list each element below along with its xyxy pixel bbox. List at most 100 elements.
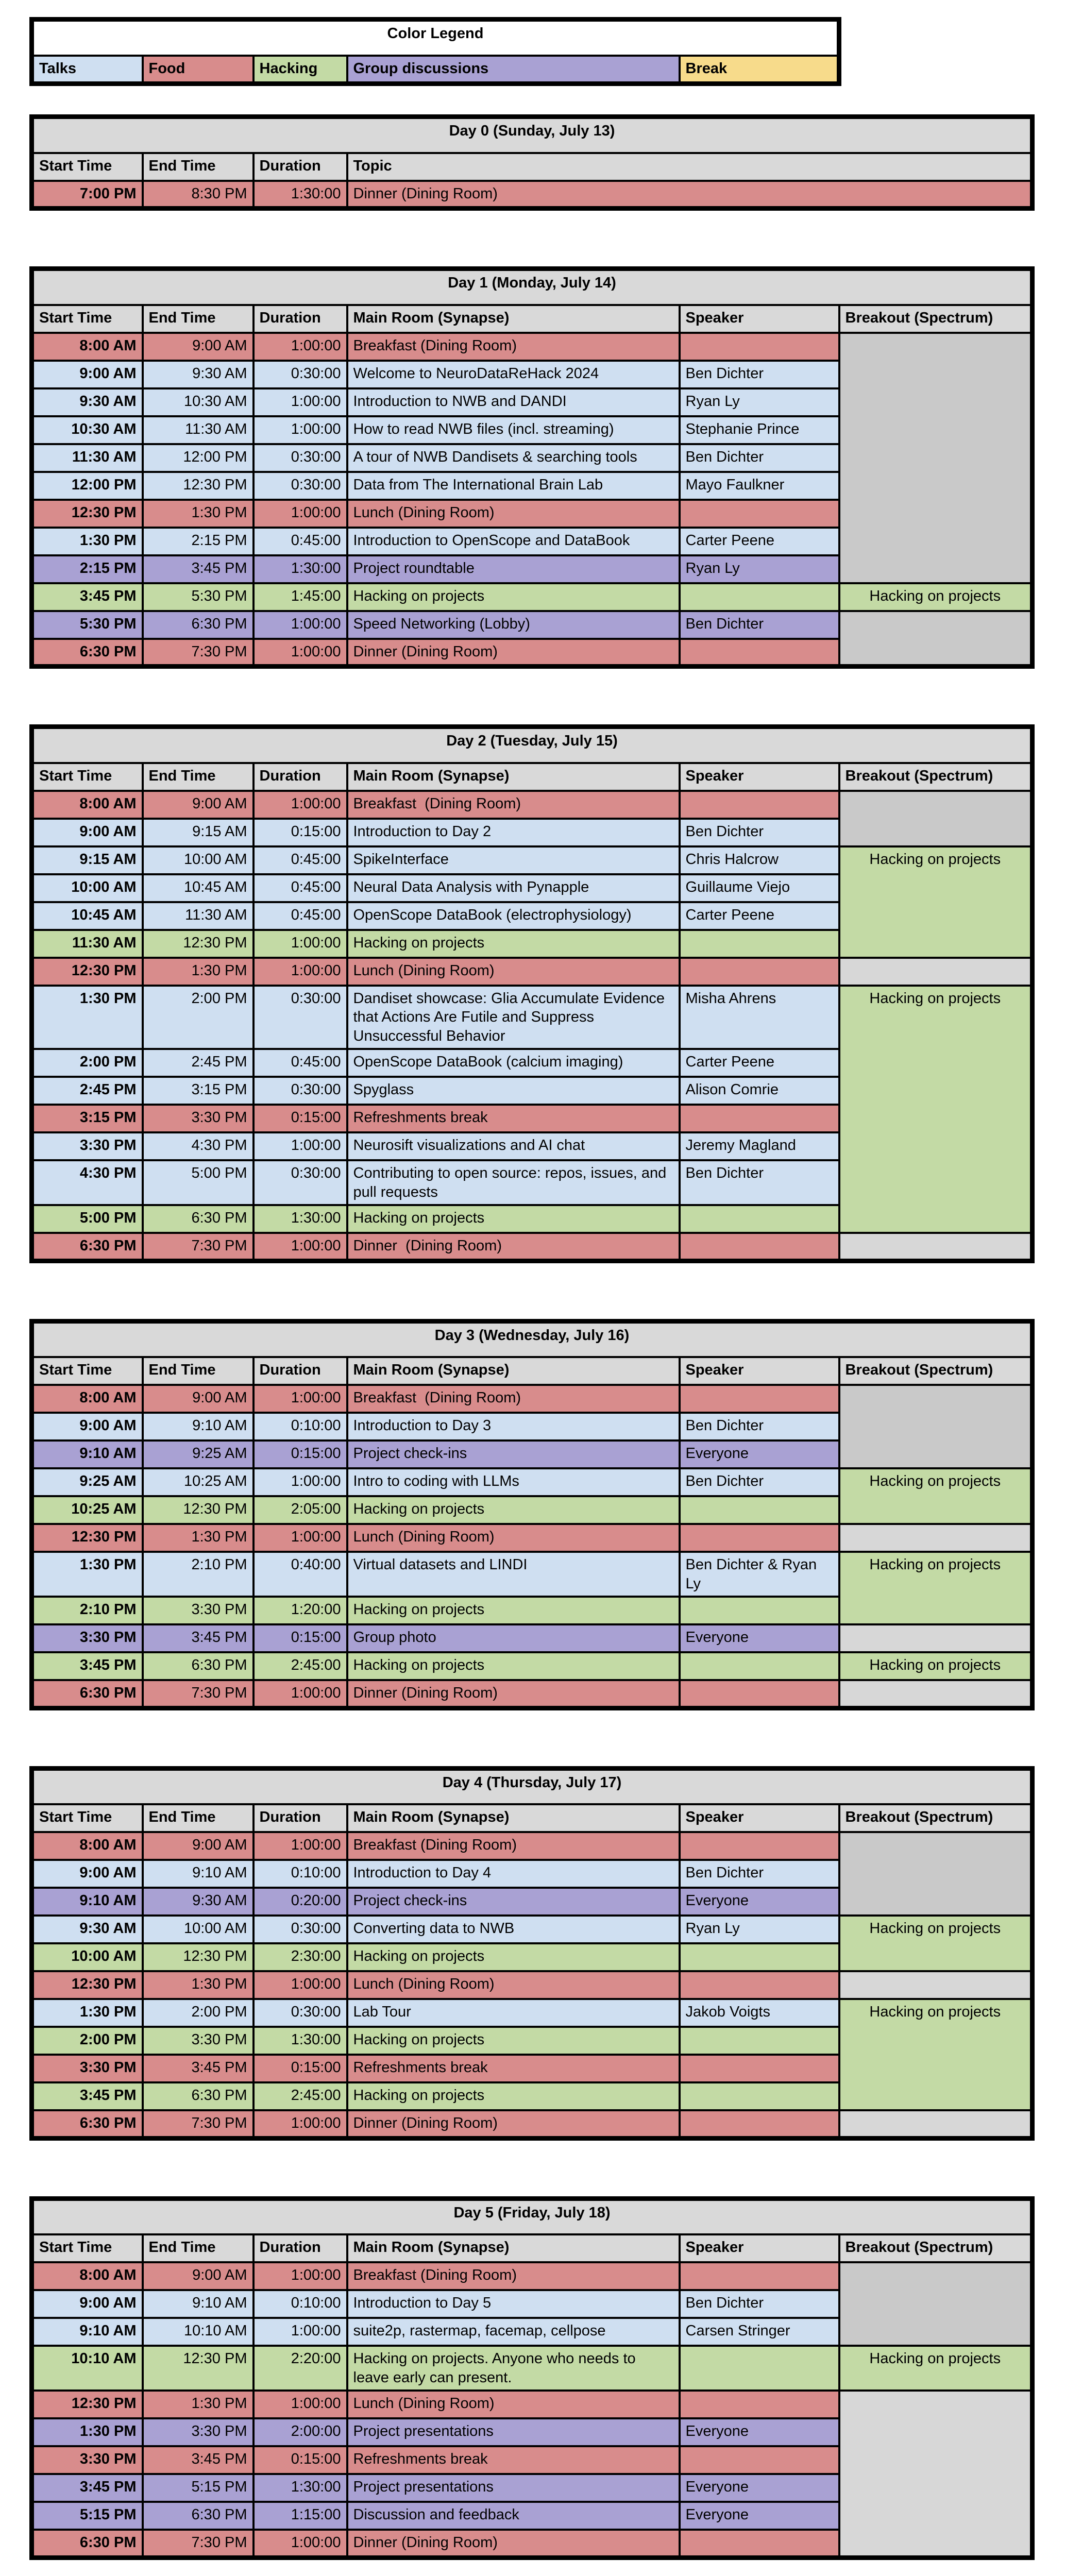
header-row: Start Time End Time Duration Main Room (Syn…: [30, 1356, 1034, 1386]
end-time-cell: 9:00 AM: [141, 789, 255, 820]
breakout-cell: [838, 2261, 1034, 2347]
schedule-row: 3:45 PM 5:15 PM 1:30:00 Project presentatio…: [30, 2473, 1033, 2503]
speaker-cell: Carter Peene: [678, 901, 840, 931]
day-table-2: Day 2 (Tuesday, July 15) Start Time End Ti…: [29, 724, 1035, 1263]
schedule-row: 8:00 AM 9:00 AM 1:00:00 Breakfast (Dining R…: [30, 789, 1034, 848]
start-time-cell: 8:00 AM: [30, 2261, 144, 2292]
day-title: Day 0 (Sunday, July 13): [30, 115, 1034, 154]
breakout-cell: [838, 1831, 1034, 1917]
column-header: Speaker: [678, 1356, 840, 1386]
schedule-row: 5:15 PM 6:30 PM 1:15:00 Discussion and feed…: [30, 2501, 1033, 2531]
start-time-cell: 3:45 PM: [30, 2473, 144, 2503]
topic-cell: Speed Networking (Lobby): [346, 609, 681, 640]
end-time-cell: 3:30 PM: [141, 2026, 255, 2056]
topic-cell: Dinner (Dining Room): [346, 1232, 681, 1262]
start-time-cell: 6:30 PM: [30, 2109, 144, 2140]
breakout-cell: [838, 331, 1034, 584]
column-header: Speaker: [678, 761, 840, 792]
duration-cell: 1:00:00: [252, 387, 348, 417]
start-time-cell: 10:00 AM: [30, 1942, 144, 1973]
end-time-cell: 10:00 AM: [141, 845, 255, 875]
column-header: Start Time: [30, 1803, 144, 1834]
duration-cell: 0:15:00: [252, 817, 348, 848]
start-time-cell: 11:30 AM: [30, 928, 144, 959]
column-header: Speaker: [678, 303, 840, 334]
column-header: Start Time: [30, 151, 144, 182]
column-header: Main Room (Synapse): [346, 303, 681, 334]
duration-cell: 1:30:00: [252, 1204, 348, 1234]
speaker-cell: Jeremy Magland: [678, 1131, 840, 1162]
column-header: Main Room (Synapse): [346, 761, 681, 792]
end-time-cell: 7:30 PM: [141, 637, 255, 668]
duration-cell: 0:45:00: [252, 1048, 348, 1078]
start-time-cell: 3:30 PM: [30, 1131, 144, 1162]
header-row: Start Time End Time Duration Main Room (Syn…: [30, 1803, 1034, 1834]
end-time-cell: 9:30 AM: [141, 1887, 255, 1917]
topic-cell: Introduction to Day 3: [346, 1412, 681, 1442]
header-row: Start Time End Time Duration Topic: [30, 151, 1034, 182]
topic-cell: Project presentations: [346, 2417, 681, 2448]
topic-cell: Hacking on projects: [346, 1204, 681, 1234]
topic-cell: Intro to coding with LLMs: [346, 1467, 681, 1498]
speaker-cell: [678, 1232, 840, 1262]
start-time-cell: 9:00 AM: [30, 2289, 144, 2319]
duration-cell: 1:30:00: [252, 2473, 348, 2503]
column-header: End Time: [141, 303, 255, 334]
speaker-cell: Jakob Voigts: [678, 1998, 840, 2028]
end-time-cell: 6:30 PM: [141, 1204, 255, 1234]
schedule-row: 6:30 PM 7:30 PM 1:00:00 Dinner (Dining Room…: [30, 1232, 1034, 1262]
schedule-row: 10:30 AM 11:30 AM 1:00:00 How to read NWB f…: [30, 415, 1033, 445]
schedule-row: 12:30 PM 1:30 PM 1:00:00 Lunch (Dining Room…: [30, 2389, 1034, 2559]
start-time-cell: 3:45 PM: [30, 1651, 144, 1682]
duration-cell: 1:00:00: [252, 1232, 348, 1262]
duration-cell: 2:30:00: [252, 1942, 348, 1973]
start-time-cell: 3:30 PM: [30, 2054, 144, 2084]
day-title: Day 2 (Tuesday, July 15): [30, 725, 1034, 764]
duration-cell: 1:00:00: [252, 1467, 348, 1498]
topic-cell: Neural Data Analysis with Pynapple: [346, 873, 681, 903]
start-time-cell: 10:00 AM: [30, 873, 144, 903]
legend-item-group: Group discussions: [346, 54, 681, 85]
start-time-cell: 12:00 PM: [30, 470, 144, 501]
end-time-cell: 3:30 PM: [141, 1104, 255, 1134]
topic-cell: Project presentations: [346, 2473, 681, 2503]
column-header: End Time: [141, 151, 255, 182]
schedule-row: 11:30 AM 12:00 PM 0:30:00 A tour of NWB Dan…: [30, 443, 1033, 473]
column-header: Breakout (Spectrum): [838, 303, 1034, 334]
duration-cell: 0:30:00: [252, 470, 348, 501]
topic-cell: Hacking on projects: [346, 1596, 681, 1626]
speaker-cell: Ben Dichter: [678, 359, 840, 389]
breakout-cell: Hacking on projects: [838, 845, 1034, 959]
topic-cell: Project check-ins: [346, 1439, 681, 1470]
legend-title: Color Legend: [30, 18, 840, 57]
schedule-row: 2:00 PM 2:45 PM 0:45:00 OpenScope DataBook …: [30, 1048, 1033, 1078]
end-time-cell: 11:30 AM: [141, 415, 255, 445]
schedule-row: 4:30 PM 5:00 PM 0:30:00 Contributing to ope…: [30, 1159, 1033, 1207]
column-header: Breakout (Spectrum): [838, 1803, 1034, 1834]
topic-cell: Spyglass: [346, 1076, 681, 1106]
schedule-row: 3:30 PM 4:30 PM 1:00:00 Neurosift visualiza…: [30, 1131, 1033, 1162]
schedule-row: 9:10 AM 9:25 AM 0:15:00 Project check-ins Ev…: [30, 1439, 1033, 1470]
duration-cell: 1:00:00: [252, 1523, 348, 1553]
day-title: Day 1 (Monday, July 14): [30, 267, 1034, 306]
start-time-cell: 3:15 PM: [30, 1104, 144, 1134]
breakout-cell: Hacking on projects: [838, 1998, 1034, 2112]
topic-cell: Dinner (Dining Room): [346, 2529, 681, 2559]
start-time-cell: 9:00 AM: [30, 1412, 144, 1442]
speaker-cell: Ben Dichter: [678, 2289, 840, 2319]
schedule-row: 1:30 PM 3:30 PM 2:00:00 Project presentatio…: [30, 2417, 1033, 2448]
color-legend-section: Color Legend Talks Food Hacking Group discus…: [29, 17, 1082, 86]
schedule-row: 9:00 AM 9:10 AM 0:10:00 Introduction to Day…: [30, 1412, 1033, 1442]
duration-cell: 0:30:00: [252, 1159, 348, 1207]
start-time-cell: 10:30 AM: [30, 415, 144, 445]
speaker-cell: [678, 928, 840, 959]
speaker-cell: Ben Dichter: [678, 817, 840, 848]
schedule-row: 5:00 PM 6:30 PM 1:30:00 Hacking on projects: [30, 1204, 1033, 1234]
start-time-cell: 9:10 AM: [30, 2317, 144, 2347]
end-time-cell: 1:30 PM: [141, 2389, 255, 2420]
speaker-cell: [678, 789, 840, 820]
start-time-cell: 10:10 AM: [30, 2345, 144, 2392]
topic-cell: Hacking on projects. Anyone who needs to…: [346, 2345, 681, 2392]
duration-cell: 1:00:00: [252, 1679, 348, 1709]
